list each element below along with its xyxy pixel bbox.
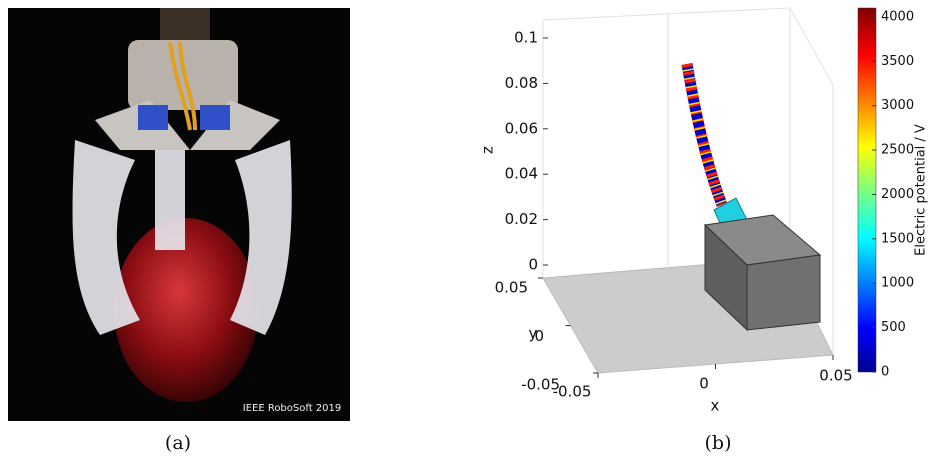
colorbar-tick-label: 3500 [881,54,914,69]
y-tick-label: 0 [534,327,544,345]
figure: IEEE RoboSoft 2019 (a) (b) z y x Electri… [0,0,930,459]
z-tick-label: 0.08 [505,74,538,92]
x-tick-label: 0 [699,375,709,393]
watermark: IEEE RoboSoft 2019 [243,403,342,414]
block-front [747,255,820,330]
photo: IEEE RoboSoft 2019 [8,8,350,421]
finger [155,150,185,250]
caption: (b) [705,432,732,454]
valve [138,105,168,130]
page: {"panel_a": {"watermark": "IEEE RoboSoft… [0,0,930,459]
x-tick-label: 0.05 [819,367,852,385]
valve [200,105,230,130]
colorbar-tick-label: 2500 [881,143,914,158]
colorbar-tick-label: 2000 [881,187,914,202]
colorbar-label: Electric potential / V [914,124,929,256]
robot [687,64,820,330]
colorbar [858,8,876,372]
z-axis-label: z [479,146,497,154]
colorbar-tick-label: 3000 [881,98,914,113]
x-tick-label: -0.05 [553,383,592,401]
box-edge [790,8,833,85]
z-tick-label: 0.02 [505,210,538,228]
z-tick-label: 0.04 [505,165,538,183]
colorbar-tick-label: 0 [881,365,889,380]
colorbar-tick-label: 4000 [881,9,914,24]
box-edge [543,8,790,20]
caption: (a) [165,432,191,454]
z-tick-label: 0.06 [505,119,538,137]
z-tick-label: 0 [528,256,538,274]
y-tick-label: 0.05 [495,279,528,297]
colorbar-tick-label: 1500 [881,231,914,246]
z-tick-label: 0.1 [514,29,538,47]
x-axis-label: x [711,397,720,415]
colorbar-tick-label: 500 [881,320,906,335]
colorbar-tick-label: 1000 [881,276,914,291]
